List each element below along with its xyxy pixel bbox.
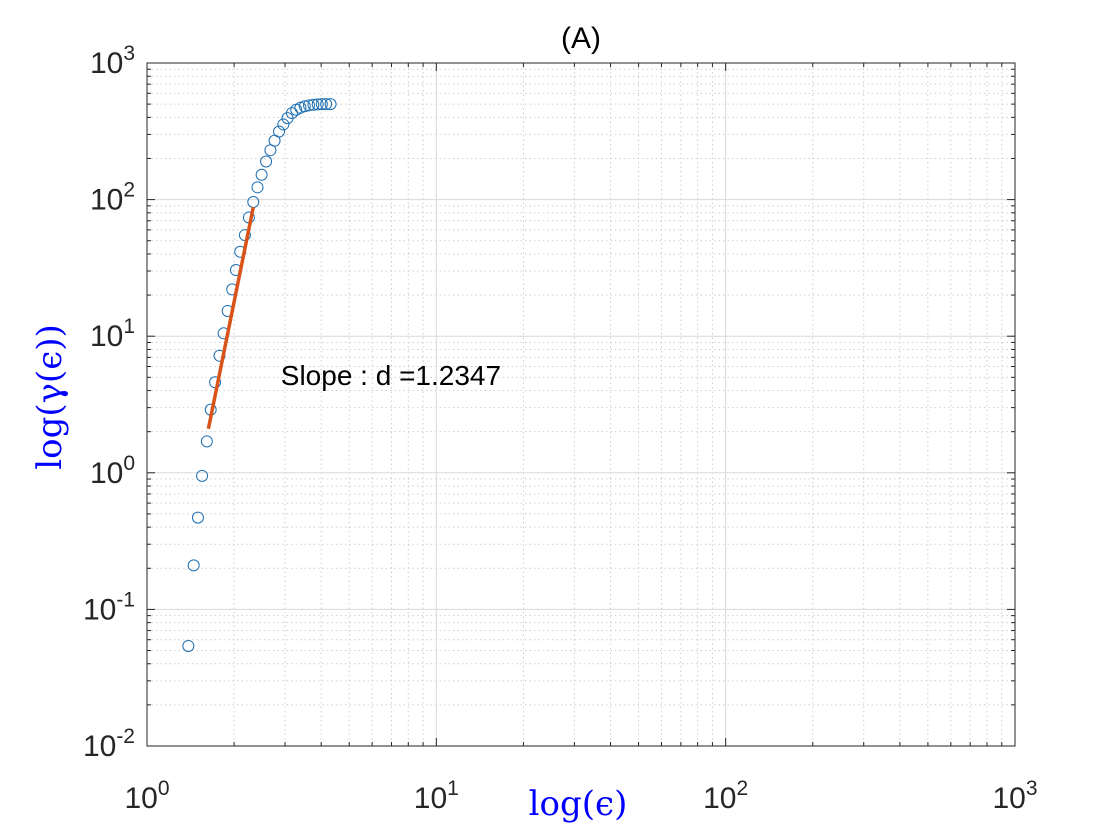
x-tick-label: 100 [124,777,169,815]
chart-title: (A) [561,22,601,55]
data-point [260,155,273,168]
major-grid [147,63,1015,746]
data-point [273,125,286,138]
data-point [285,107,298,120]
y-tick-label: 10-2 [83,725,135,763]
slope-annotation: Slope : d =1.2347 [281,360,501,391]
axis-ticks [146,62,1016,747]
data-point [255,168,268,181]
data-point [307,98,320,111]
data-point [324,98,337,111]
x-tick-labels: 100 101 102 103 [124,777,1037,815]
data-point [251,181,264,194]
x-axis-label: log(ϵ) [529,784,628,824]
x-tick-label: 102 [703,777,748,815]
minor-grid [147,63,1015,746]
y-tick-label: 101 [90,315,135,353]
x-tick-label: 101 [414,777,459,815]
y-tick-label: 10-1 [83,588,135,626]
data-point [298,100,311,113]
y-tick-labels: 10-2 10-1 100 101 102 103 [83,42,135,763]
data-point [302,99,315,112]
fit-line [206,206,256,430]
data-point [196,469,209,482]
y-tick-label: 103 [90,42,135,80]
data-point [277,118,290,131]
plot-area [147,63,1015,746]
data-point [191,511,204,524]
y-axis-label: log(γ(ϵ)) [30,324,70,470]
data-markers [182,98,337,652]
data-point [187,559,200,572]
axes-box [146,62,1016,747]
data-point [320,98,333,111]
data-point [311,98,324,111]
y-tick-label: 102 [90,179,135,217]
data-point [182,639,195,652]
x-tick-label: 103 [992,777,1037,815]
data-point [200,435,213,448]
data-point [315,98,328,111]
y-tick-label: 100 [90,452,135,490]
